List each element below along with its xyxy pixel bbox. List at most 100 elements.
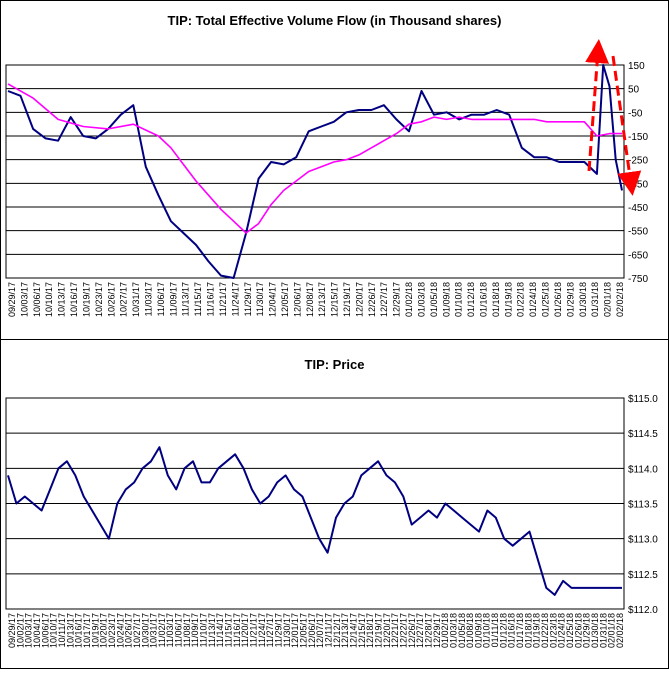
x-tick-label: 12/11/17 [323, 613, 333, 647]
x-tick-label: 11/16/17 [232, 613, 242, 647]
x-tick-label: 01/22/18 [540, 613, 550, 648]
x-tick-label: 02/02/18 [615, 282, 625, 317]
x-tick-label: 12/20/17 [354, 282, 364, 317]
x-tick-label: 12/29/17 [392, 282, 402, 317]
x-tick-label: 01/29/18 [582, 613, 592, 648]
x-tick-label: 01/05/18 [457, 613, 467, 648]
x-tick-label: 10/27/17 [132, 613, 142, 648]
volume-flow-panel: TIP: Total Effective Volume Flow (in Tho… [1, 1, 668, 340]
x-tick-label: 11/03/17 [165, 613, 175, 647]
x-tick-label: 01/19/18 [503, 282, 513, 317]
x-tick-label: 11/15/17 [193, 282, 203, 316]
x-tick-label: 10/03/17 [24, 613, 34, 648]
x-tick-label: 02/01/18 [607, 613, 617, 648]
x-tick-label: 01/25/18 [565, 613, 575, 648]
x-tick-label: 01/18/18 [491, 282, 501, 317]
x-tick-label: 12/18/17 [365, 613, 375, 648]
y-tick-label: $114.0 [628, 464, 658, 475]
x-tick-label: 01/09/18 [473, 613, 483, 648]
y-tick-label: -150 [628, 132, 648, 143]
x-tick-label: 01/23/18 [548, 613, 558, 648]
y-tick-label: -650 [628, 250, 648, 261]
x-tick-label: 10/24/17 [115, 613, 125, 648]
x-tick-label: 01/11/18 [490, 613, 500, 647]
x-tick-label: 10/31/17 [131, 282, 141, 317]
x-tick-label: 01/02/18 [404, 282, 414, 317]
x-tick-label: 10/20/17 [99, 613, 109, 648]
x-tick-label: 09/29/17 [7, 613, 17, 648]
x-tick-label: 11/09/17 [190, 613, 200, 647]
x-tick-label: 11/06/17 [156, 282, 166, 316]
x-tick-label: 10/03/17 [19, 282, 29, 317]
x-tick-label: 01/17/18 [515, 613, 525, 648]
x-tick-label: 12/05/17 [299, 613, 309, 648]
y-tick-label: -550 [628, 227, 648, 238]
x-tick-label: 12/01/17 [290, 613, 300, 648]
x-tick-label: 01/16/18 [507, 613, 517, 648]
y-tick-label: -50 [628, 108, 643, 119]
x-tick-label: 10/02/17 [15, 613, 25, 648]
x-tick-label: 11/15/17 [224, 613, 234, 647]
x-tick-label: 12/22/17 [398, 613, 408, 648]
x-tick-label: 12/07/17 [315, 613, 325, 648]
series-line-0 [7, 446, 622, 596]
annotation-arrow-down [611, 55, 642, 196]
x-tick-label: 11/13/17 [207, 613, 217, 647]
x-tick-label: 12/14/17 [348, 613, 358, 648]
x-tick-label: 10/06/17 [32, 282, 42, 317]
x-tick-label: 11/24/17 [230, 282, 240, 316]
x-tick-label: 10/17/17 [82, 613, 92, 648]
x-tick-label: 12/08/17 [305, 282, 315, 317]
x-tick-label: 10/31/17 [149, 613, 159, 648]
x-tick-label: 12/26/17 [407, 613, 417, 648]
x-tick-label: 10/11/17 [57, 613, 67, 647]
x-tick-label: 01/02/18 [440, 613, 450, 648]
plot-area [5, 64, 625, 279]
y-tick-label: 150 [628, 61, 645, 72]
x-tick-label: 01/12/18 [498, 613, 508, 648]
volume-flow-chart: 15050-50-150-250-350-450-550-650-75009/2… [5, 39, 648, 317]
x-tick-label: 10/19/17 [81, 282, 91, 317]
price-title: TIP: Price [304, 357, 365, 372]
x-tick-label: 10/19/17 [90, 613, 100, 648]
x-tick-label: 01/22/18 [516, 282, 526, 317]
x-tick-label: 01/26/18 [553, 282, 563, 317]
x-tick-label: 11/06/17 [174, 613, 184, 647]
x-tick-label: 11/13/17 [181, 282, 191, 316]
x-tick-label: 10/10/17 [44, 282, 54, 317]
x-tick-label: 10/16/17 [74, 613, 84, 648]
x-tick-label: 10/23/17 [107, 613, 117, 648]
x-tick-label: 11/20/17 [240, 613, 250, 647]
x-tick-label: 10/16/17 [69, 282, 79, 317]
y-tick-label: $115.0 [628, 394, 658, 405]
x-tick-label: 12/21/17 [390, 613, 400, 648]
x-tick-label: 01/12/18 [466, 282, 476, 317]
x-tick-label: 12/27/17 [379, 282, 389, 317]
x-tick-label: 01/30/18 [578, 282, 588, 317]
y-tick-label: $113.5 [628, 500, 658, 511]
x-tick-label: 01/25/18 [541, 282, 551, 317]
x-tick-label: 02/01/18 [603, 282, 613, 317]
x-tick-label: 12/13/17 [340, 613, 350, 648]
x-tick-label: 10/23/17 [94, 282, 104, 317]
x-tick-label: 01/10/18 [482, 613, 492, 648]
x-tick-label: 01/19/18 [532, 613, 542, 648]
y-tick-label: -250 [628, 156, 648, 167]
y-tick-label: $113.0 [628, 535, 658, 546]
x-tick-label: 12/04/17 [268, 282, 278, 317]
x-tick-label: 10/13/17 [65, 613, 75, 648]
x-tick-label: 11/21/17 [218, 282, 228, 316]
x-tick-label: 12/20/17 [382, 613, 392, 648]
x-tick-label: 02/02/18 [615, 613, 625, 648]
x-tick-label: 01/09/18 [441, 282, 451, 317]
x-tick-label: 01/16/18 [479, 282, 489, 317]
series-line-0 [7, 64, 623, 279]
x-tick-label: 01/24/18 [557, 613, 567, 648]
x-tick-label: 11/14/17 [215, 613, 225, 647]
x-tick-label: 12/15/17 [357, 613, 367, 648]
x-tick-label: 01/10/18 [454, 282, 464, 317]
x-tick-label: 11/27/17 [265, 613, 275, 647]
series-line-1 [7, 83, 622, 234]
x-tick-label: 12/29/17 [432, 613, 442, 648]
x-tick-label: 12/12/17 [332, 613, 342, 648]
